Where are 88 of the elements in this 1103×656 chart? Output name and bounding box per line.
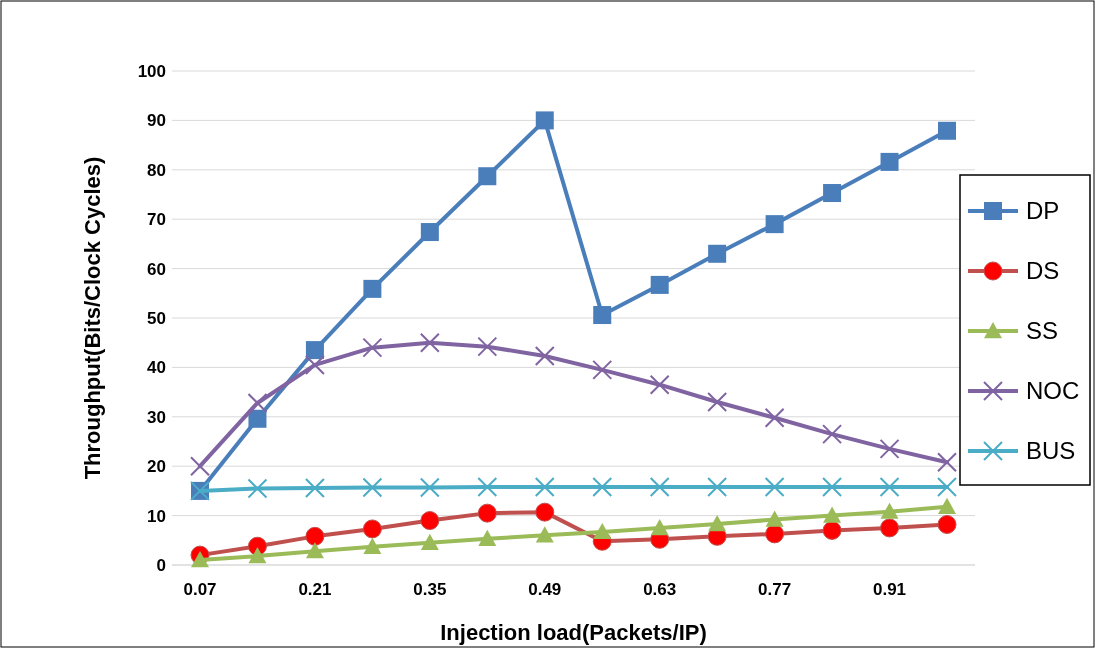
- point: [419, 477, 440, 498]
- legend-label: BUS: [1026, 437, 1076, 465]
- point: [822, 520, 842, 540]
- point: [707, 391, 728, 412]
- point: [822, 424, 843, 445]
- point: [650, 518, 669, 536]
- point: [593, 522, 612, 540]
- point: [823, 184, 842, 203]
- y-tick-label: 30: [147, 407, 166, 427]
- point: [880, 502, 899, 519]
- point: [649, 476, 670, 497]
- point: [419, 332, 440, 353]
- point: [478, 167, 497, 186]
- y-tick-label: 20: [147, 457, 166, 477]
- y-tick-label: 100: [137, 61, 166, 81]
- point: [937, 476, 957, 497]
- point: [823, 506, 842, 523]
- point: [764, 407, 785, 428]
- point: [191, 551, 209, 568]
- point: [937, 514, 957, 534]
- point: [765, 510, 784, 527]
- point: [477, 476, 498, 497]
- point: [362, 519, 382, 539]
- point: [363, 537, 382, 554]
- x-tick-label: 0.77: [758, 580, 792, 599]
- point: [535, 526, 554, 543]
- point: [305, 542, 324, 559]
- point: [305, 526, 325, 546]
- point: [363, 279, 382, 298]
- point: [420, 511, 440, 531]
- y-tick-label: 0: [156, 555, 166, 575]
- point: [477, 503, 497, 523]
- point: [708, 515, 727, 532]
- point: [880, 152, 899, 171]
- point: [420, 533, 439, 550]
- legend-label: DP: [1026, 197, 1060, 225]
- point: [248, 547, 267, 564]
- y-tick-label: 60: [147, 259, 166, 279]
- point: [707, 476, 728, 497]
- point: [304, 477, 325, 498]
- x-tick-label: 0.21: [298, 580, 332, 599]
- point: [764, 476, 785, 497]
- x-axis-title: Injection load(Packets/IP): [440, 620, 707, 645]
- y-tick-label: 90: [147, 111, 166, 131]
- x-tick-label: 0.91: [872, 580, 907, 599]
- point: [362, 477, 383, 498]
- point: [593, 306, 612, 325]
- legend-label: SS: [1026, 317, 1059, 345]
- y-tick-label: 50: [147, 308, 166, 328]
- y-tick-label: 70: [147, 210, 166, 230]
- point: [477, 336, 498, 357]
- point: [937, 452, 957, 473]
- point: [248, 409, 267, 428]
- point: [938, 121, 956, 140]
- point: [765, 215, 784, 234]
- y-axis-title: Throughput(Bits/Clock Cycles): [80, 156, 105, 480]
- point: [535, 502, 555, 522]
- point: [247, 392, 268, 413]
- point: [822, 476, 843, 497]
- point: [938, 497, 956, 514]
- legend-label: DS: [1026, 257, 1060, 285]
- y-tick-label: 40: [147, 358, 166, 378]
- point: [247, 478, 268, 499]
- x-tick-label: 0.49: [528, 580, 562, 599]
- x-tick-label: 0.35: [413, 580, 447, 599]
- point: [190, 456, 210, 477]
- y-tick-label: 10: [147, 506, 166, 526]
- point: [650, 275, 669, 294]
- point: [880, 518, 900, 538]
- x-tick-label: 0.07: [183, 580, 217, 599]
- point: [649, 374, 670, 395]
- point: [478, 529, 497, 547]
- x-tick-label: 0.63: [643, 580, 677, 599]
- point: [765, 524, 785, 544]
- legend-label: NOC: [1026, 377, 1080, 405]
- point: [534, 346, 555, 367]
- point: [592, 359, 613, 380]
- point: [534, 476, 555, 497]
- point: [879, 438, 900, 459]
- point: [592, 476, 613, 497]
- point: [304, 354, 325, 375]
- point: [535, 111, 554, 130]
- point: [362, 337, 383, 358]
- y-tick-label: 80: [147, 160, 166, 180]
- point: [305, 341, 324, 360]
- point: [420, 223, 439, 242]
- point: [708, 244, 727, 263]
- point: [879, 476, 900, 497]
